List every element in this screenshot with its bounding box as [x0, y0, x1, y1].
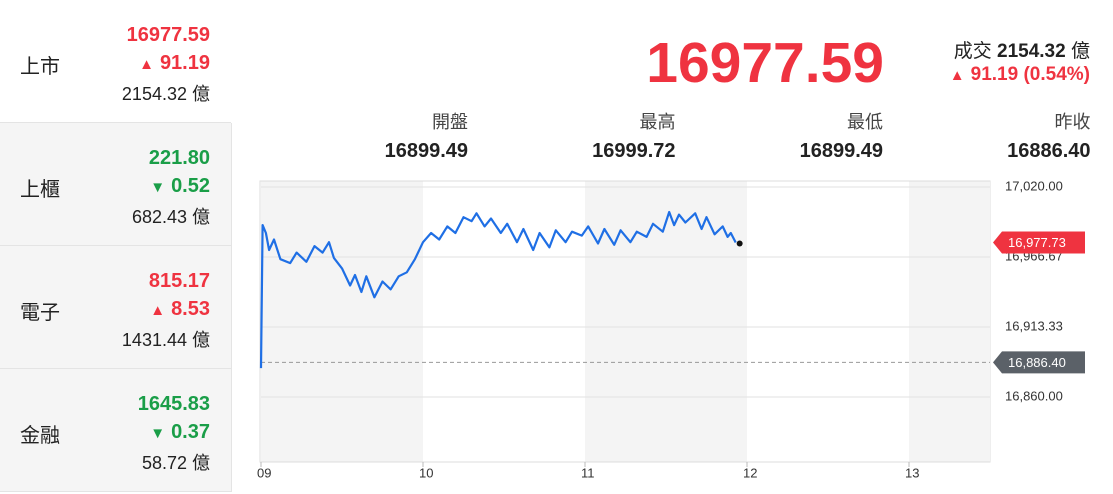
- direction-icon: ▲: [150, 302, 166, 319]
- market-value: 16977.59: [126, 24, 210, 46]
- price-line: [259, 210, 737, 369]
- x-tick-label: 10: [419, 465, 433, 480]
- last-point: [736, 240, 743, 247]
- stat-label: 昨收: [1054, 112, 1091, 132]
- volume-value: 2154.32: [997, 41, 1066, 62]
- market-name: 金融: [20, 425, 60, 447]
- market-change-value: 0.52: [171, 175, 210, 197]
- stat-value: 16899.49: [384, 140, 468, 162]
- market-amount: 682.43 億: [131, 207, 210, 227]
- market-change: ▲ 91.19: [139, 52, 210, 75]
- x-tick-label: 13: [905, 465, 919, 480]
- market-name: 上櫃: [20, 179, 60, 201]
- session-band: [909, 181, 990, 462]
- y-tick-label: 16,913.33: [1005, 318, 1063, 333]
- market-amount: 58.72 億: [141, 453, 210, 473]
- price-tag: [993, 231, 1085, 254]
- stat-label: 開盤: [432, 112, 468, 132]
- market-change-value: 8.53: [171, 298, 210, 320]
- market-change-value: 91.19: [159, 52, 210, 74]
- market-change-value: 0.37: [171, 421, 210, 443]
- stat: 最高 16999.72: [526, 108, 676, 163]
- market-row[interactable]: 上市 16977.59 ▲ 91.19 2154.32 億: [0, 0, 231, 123]
- market-amount: 2154.32 億: [121, 84, 210, 104]
- market-amount: 1431.44 億: [121, 330, 210, 350]
- stat: 昨收 16886.40: [941, 108, 1091, 163]
- direction-icon: ▼: [150, 425, 166, 442]
- stat: 開盤 16899.49: [318, 108, 468, 163]
- stat-value: 16899.49: [799, 140, 883, 162]
- market-name: 上市: [20, 56, 60, 78]
- session-band: [261, 181, 423, 462]
- x-tick-label: 09: [257, 465, 271, 480]
- direction-icon: ▲: [139, 56, 154, 73]
- volume: 成交 2154.32 億: [954, 36, 1090, 63]
- market-change: ▼ 0.37: [150, 421, 210, 444]
- market-value: 815.17: [148, 270, 210, 292]
- stat-value: 16886.40: [1007, 140, 1091, 162]
- index-change: ▲ 91.19 (0.54%): [950, 64, 1090, 86]
- price-tag-label: 16,886.40: [1008, 355, 1066, 370]
- change-text: 91.19 (0.54%): [970, 64, 1090, 85]
- market-value: 1645.83: [137, 393, 210, 415]
- market-row[interactable]: 上櫃 221.80 ▼ 0.52 682.43 億: [0, 123, 232, 246]
- stat-label: 最高: [639, 112, 676, 132]
- market-list: 上市 16977.59 ▲ 91.19 2154.32 億上櫃 221.80 ▼ 0.52 68…: [0, 0, 232, 494]
- market-change: ▼ 0.52: [150, 175, 210, 198]
- x-tick-label: 12: [743, 465, 757, 480]
- market-value: 221.80: [148, 147, 210, 169]
- market-row[interactable]: 電子 815.17 ▲ 8.53 1431.44 億: [0, 246, 232, 369]
- price-tag-label: 16,977.73: [1008, 235, 1066, 250]
- y-tick-label: 16,860.00: [1005, 388, 1063, 403]
- stat-label: 最低: [847, 112, 883, 132]
- volume-label: 成交: [953, 41, 992, 62]
- up-icon: ▲: [949, 67, 965, 84]
- stat: 最低 16899.49: [733, 108, 883, 163]
- direction-icon: ▼: [150, 179, 166, 196]
- y-tick-label: 17,020.00: [1005, 178, 1063, 193]
- market-row[interactable]: 金融 1645.83 ▼ 0.37 58.72 億: [0, 369, 232, 492]
- index-price: 16977.59: [646, 31, 884, 95]
- x-tick-label: 11: [581, 465, 595, 480]
- stat-value: 16999.72: [592, 140, 676, 162]
- volume-unit: 億: [1070, 41, 1090, 62]
- market-change: ▲ 8.53: [150, 298, 210, 321]
- market-name: 電子: [20, 302, 60, 324]
- price-tag: [993, 351, 1085, 374]
